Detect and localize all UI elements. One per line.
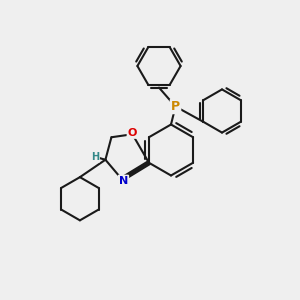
Text: O: O [128, 128, 137, 138]
Text: P: P [171, 100, 180, 113]
Text: N: N [119, 176, 128, 186]
Text: H: H [91, 152, 99, 162]
